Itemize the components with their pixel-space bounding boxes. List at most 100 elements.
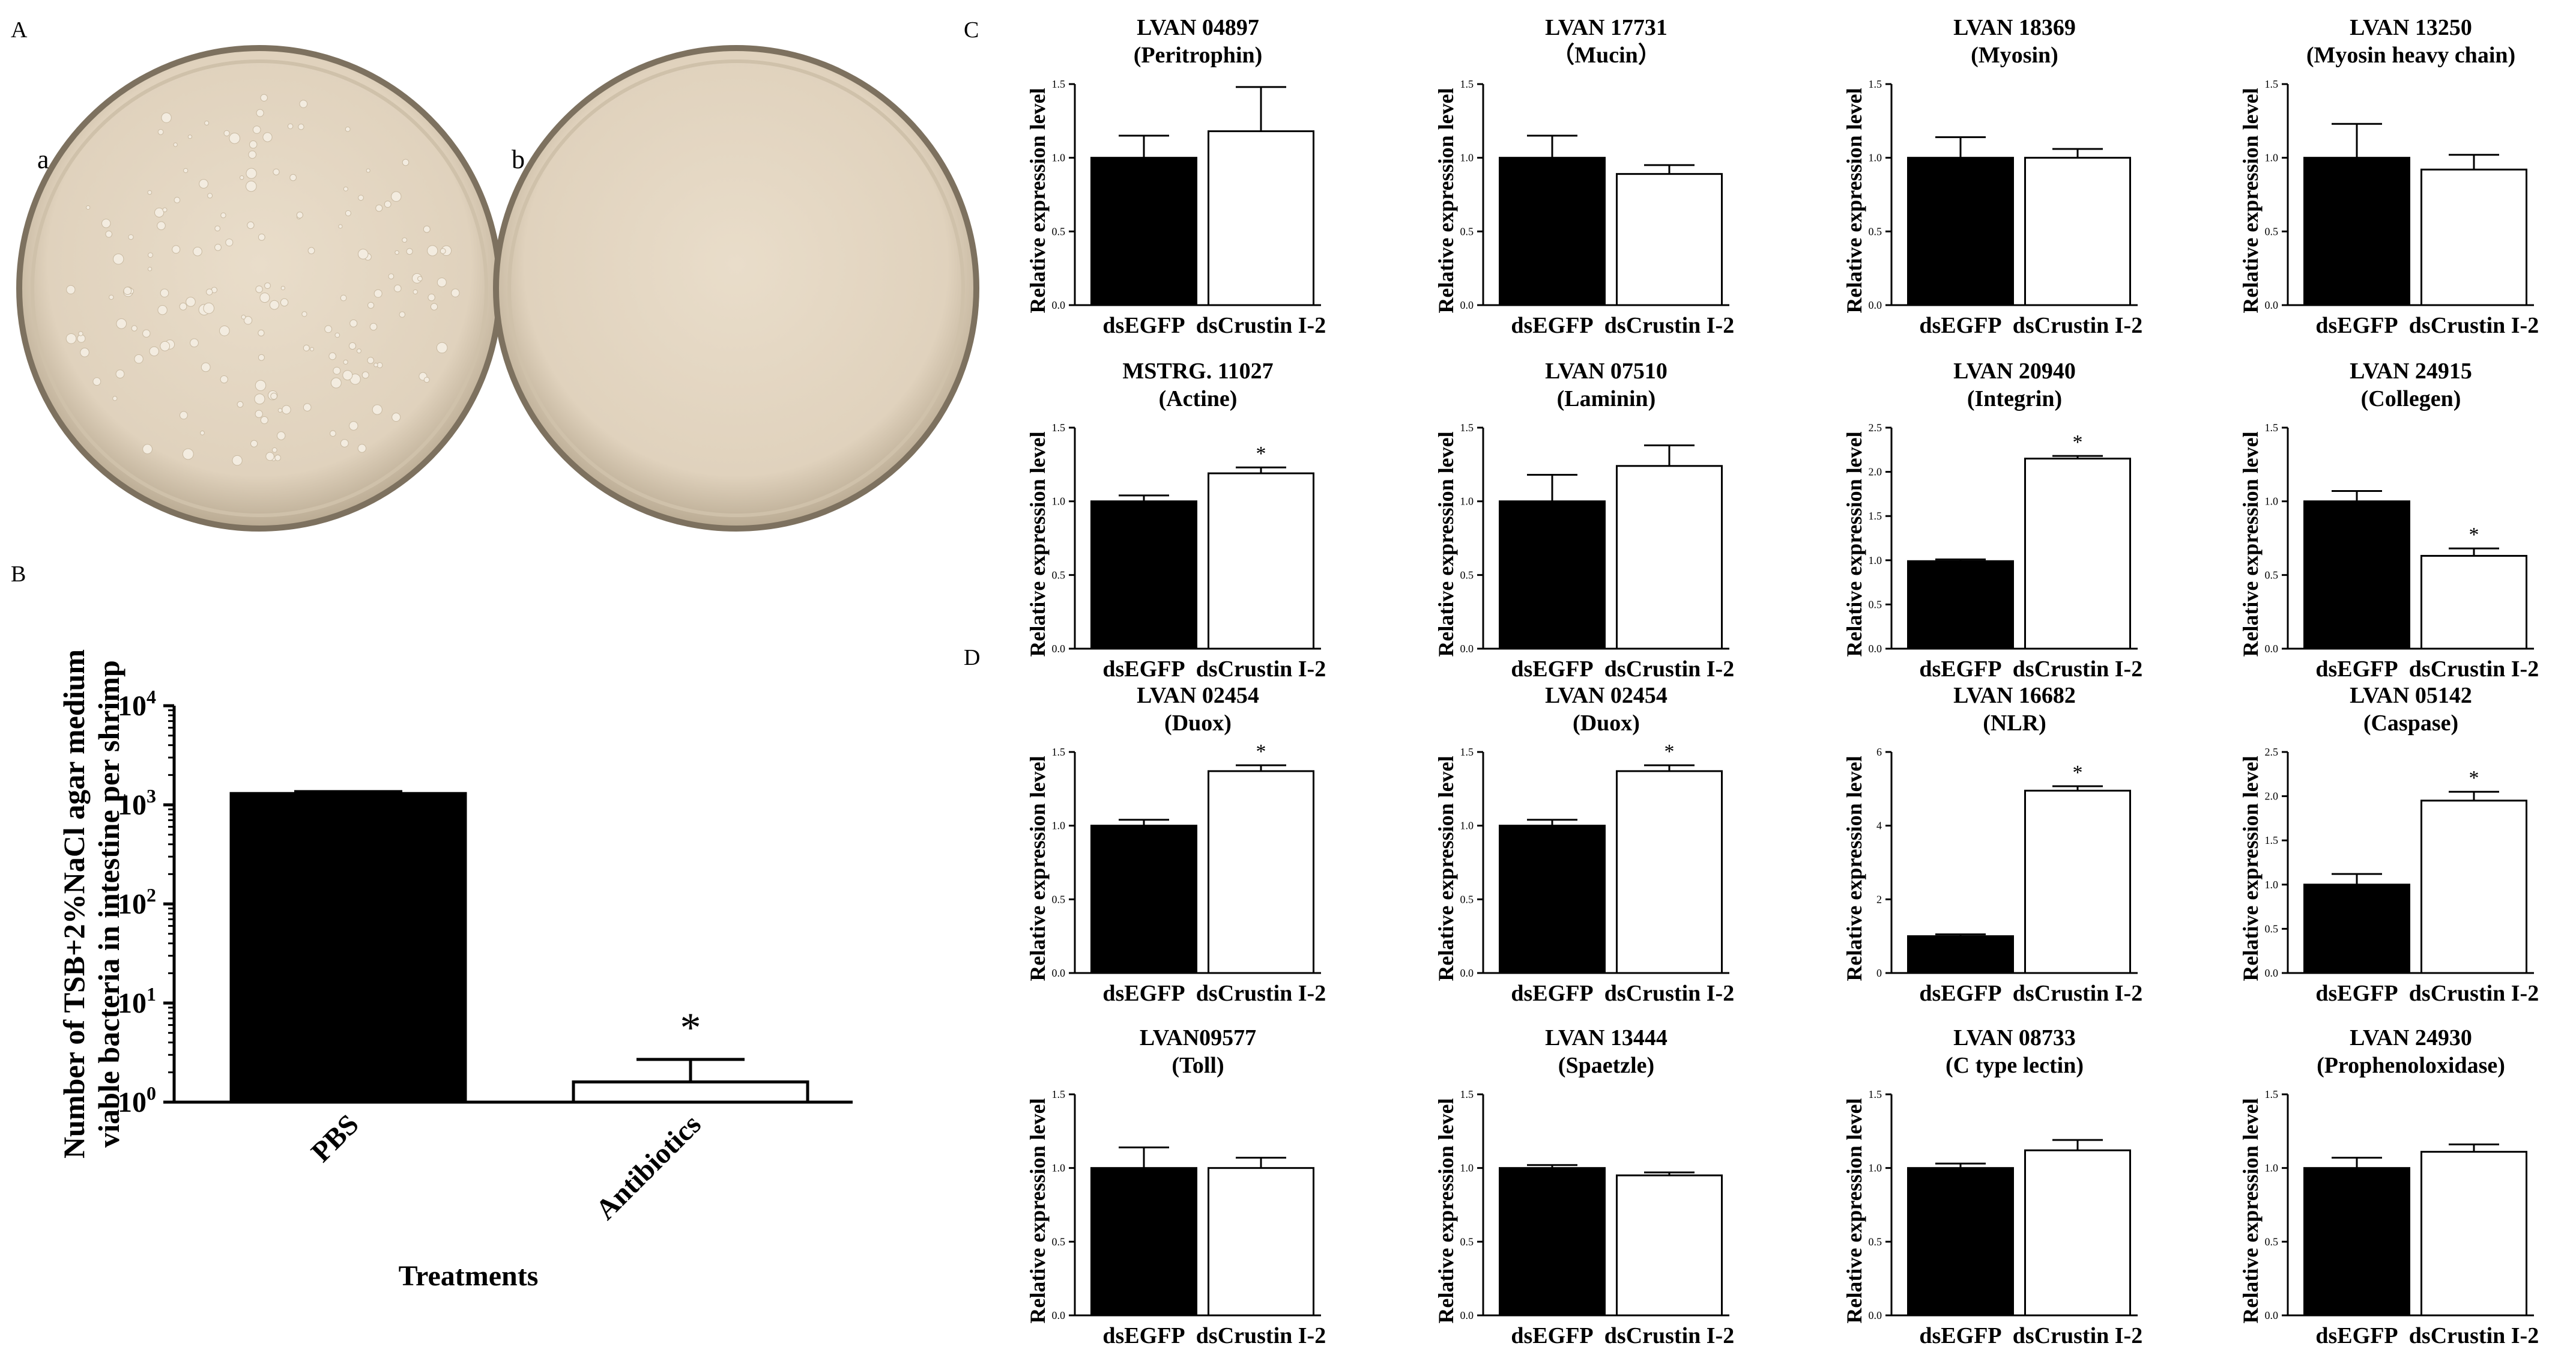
colony-dot [255,380,267,391]
y-tick-base: 10 [118,987,147,1019]
bar [1616,1174,1723,1317]
bar [1907,935,2014,974]
chart-title: LVAN 24915 [2350,359,2472,384]
bar [1907,157,2014,306]
y-tick-label: 1.0 [2265,1162,2279,1174]
colony-dot [247,221,255,229]
bar [2420,799,2527,974]
chart-c6: LVAN 07510(Laminin) 0.0 0.5 1.0 1.5Relative … [1434,359,1734,682]
colony-dot [402,237,408,243]
colony-dot [190,338,199,348]
colony-dot [451,288,460,297]
y-axis-title: Relative expression level [2239,756,2263,981]
y-tick-label: 1.5 [1052,746,1066,758]
y-tick-label: 1.0 [1052,152,1066,164]
x-axis-title: Treatments [399,1260,539,1292]
x-tick-label: dsEGFP [1102,656,1185,682]
colony-dot [232,455,243,466]
colony-dot [395,250,399,255]
y-tick-label: 102 [118,884,156,920]
y-axis-title: Relative expression level [1026,88,1050,313]
colony-dot [343,186,348,192]
bar [1907,560,2014,650]
panel-label-b: B [11,562,26,587]
colony-dot [214,244,222,251]
bar [1090,500,1197,650]
y-tick-label: 1.0 [1052,1162,1066,1174]
colony-dot [220,212,226,219]
bar [2024,157,2131,306]
colony-dot [255,410,263,418]
y-tick-label: 2.0 [2265,790,2279,802]
colony-dot [160,341,171,351]
x-tick-label: dsEGFP [1511,313,1593,338]
y-tick-label: 1.5 [1869,78,1882,90]
y-tick-label: 0.5 [1869,598,1882,610]
colony-dot [436,342,448,354]
colony-dot [392,413,401,422]
colony-dot [65,333,77,344]
colony-dot [391,191,402,202]
colony-dot [260,94,268,102]
x-tick-label: dsCrustin I-2 [1604,1323,1734,1348]
y-tick-label: 1.0 [2265,496,2279,508]
chart-d3: LVAN 16682 (NLR) 0 2 4 6 Relative expression l… [1842,683,2142,1006]
colony-dot [86,205,91,210]
colony-dot [357,249,369,259]
chart-title: MSTRG. 11027 [1122,359,1273,384]
significance-marker: * [2469,767,2479,789]
y-tick-label: 0.0 [2265,299,2279,311]
chart-subtitle: (C type lectin) [1946,1053,2084,1078]
y-tick-exponent: 3 [147,785,156,807]
bar [2420,554,2527,650]
y-tick-label: 1.5 [1460,422,1474,434]
bar [2303,500,2410,650]
colony-dot [328,352,337,360]
y-tick-label: 2 [1876,893,1882,905]
y-tick-label: 104 [118,686,156,722]
x-tick-label: dsEGFP [1102,313,1185,338]
colony-dot [287,123,294,129]
y-axis-title-line: viable bacteria in intestine per shrimp [92,660,125,1148]
panel-label-c: C [964,17,979,43]
colony-dot [301,311,307,317]
y-tick-label: 0.0 [1869,299,1882,311]
x-tick-label: dsCrustin I-2 [2409,656,2539,682]
y-tick-label: 1.5 [1460,78,1474,90]
y-tick-label: 0.0 [1052,967,1066,979]
y-tick-label: 101 [118,983,156,1019]
colony-dot [303,403,312,412]
colony-dot [172,245,181,254]
x-tick-label: dsEGFP [1919,656,2001,682]
colony-dot [203,302,215,314]
colony-dot [333,366,341,375]
y-tick-label: 0.5 [2265,569,2279,581]
y-tick-label: 0.0 [1869,643,1882,655]
colony-dot [157,305,168,315]
y-tick-base: 10 [118,789,147,821]
colony-dot [187,135,192,139]
x-tick-label: dsEGFP [1102,1323,1185,1348]
colony-dot [367,357,375,364]
bar [1499,825,1606,974]
y-tick-label: 0.5 [1869,1235,1882,1247]
x-tick-label: dsEGFP [2315,656,2398,682]
colony-dot [340,439,349,447]
chart-subtitle: (Collegen) [2361,386,2461,411]
x-tick-label: dsCrustin I-2 [1604,313,1734,338]
colony-dot [324,325,333,333]
colony-dot [219,326,230,336]
x-tick-label: dsCrustin I-2 [1196,656,1326,682]
colony-dot [330,377,342,389]
colony-dot [229,133,241,144]
colony-dot [113,253,124,265]
plate-a [16,45,503,532]
colony-dot [161,112,172,123]
colony-dot [248,150,257,159]
bar [1208,1167,1314,1317]
y-axis-title: Relative expression level [1026,431,1050,656]
plate-b [493,45,979,532]
colony-dot [289,174,297,181]
colony-dot [147,190,153,195]
bar [1499,1167,1606,1317]
